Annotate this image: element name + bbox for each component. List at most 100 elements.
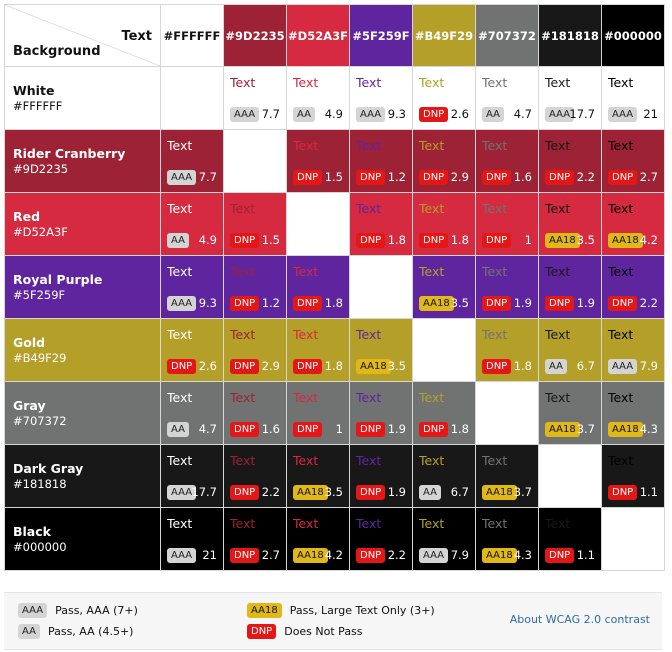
wcag-badge: DNP — [230, 233, 260, 248]
empty-cell — [161, 67, 224, 130]
sample-text: Text — [419, 75, 445, 90]
legend-aa-label: Pass, AA (4.5+) — [47, 625, 134, 638]
contrast-ratio: 2.2 — [261, 485, 280, 499]
text-axis-label: Text — [121, 29, 152, 44]
sample-text: Text — [230, 264, 256, 279]
contrast-cell: Text DNP 1.9 — [350, 445, 413, 508]
legend-aa: AA Pass, AA (4.5+) — [18, 624, 133, 639]
contrast-ratio: 4.3 — [639, 422, 658, 436]
row-color-hex: #FFFFFF — [13, 99, 63, 113]
sample-text: Text — [293, 390, 319, 405]
about-wcag-link[interactable]: About WCAG 2.0 contrast — [509, 613, 650, 626]
column-header: #D52A3F — [287, 5, 350, 67]
contrast-ratio: 4.7 — [513, 107, 532, 121]
row-color-hex: #5F259F — [13, 288, 66, 302]
sample-text: Text — [356, 453, 382, 468]
contrast-cell: Text DNP 2.2 — [350, 508, 413, 571]
sample-text: Text — [419, 138, 445, 153]
column-header: #000000 — [602, 5, 665, 67]
row-color-hex: #000000 — [13, 540, 67, 554]
wcag-badge: DNP — [293, 170, 323, 185]
wcag-badge: AA18 — [608, 422, 643, 437]
contrast-ratio: 1.1 — [576, 548, 595, 562]
contrast-ratio: 2.6 — [450, 107, 469, 121]
contrast-cell: Text DNP 1.8 — [413, 193, 476, 256]
wcag-badge: DNP — [356, 170, 386, 185]
sample-text: Text — [167, 516, 193, 531]
wcag-badge: AAA — [356, 107, 386, 122]
contrast-ratio: 1.8 — [387, 233, 406, 247]
contrast-ratio: 1.5 — [261, 233, 280, 247]
contrast-cell: Text AA18 4.3 — [476, 508, 539, 571]
row-header: Rider Cranberry #9D2235 — [5, 130, 161, 193]
wcag-badge: AA18 — [608, 233, 643, 248]
sample-text: Text — [293, 138, 319, 153]
wcag-badge: AAA — [167, 548, 197, 563]
sample-text: Text — [230, 516, 256, 531]
sample-text: Text — [545, 138, 571, 153]
contrast-ratio: 1.8 — [324, 296, 343, 310]
row-color-hex: #9D2235 — [13, 162, 69, 176]
sample-text: Text — [608, 264, 634, 279]
row-color-hex: #B49F29 — [13, 351, 67, 365]
row-header: White #FFFFFF — [5, 67, 161, 130]
sample-text: Text — [167, 327, 193, 342]
contrast-cell: Text AAA 7.7 — [224, 67, 287, 130]
wcag-badge: AAA — [545, 107, 575, 122]
contrast-cell: Text AA 4.7 — [476, 67, 539, 130]
row-color-name: Rider Cranberry — [13, 146, 126, 161]
contrast-ratio: 1.8 — [513, 359, 532, 373]
contrast-ratio: 3.7 — [513, 485, 532, 499]
column-header: #707372 — [476, 5, 539, 67]
legend-aaa-label: Pass, AAA (7+) — [55, 604, 138, 617]
contrast-cell: Text DNP 1 — [287, 382, 350, 445]
contrast-ratio: 6.7 — [576, 359, 595, 373]
contrast-cell: Text DNP 1.8 — [287, 256, 350, 319]
contrast-cell: Text DNP 1.2 — [350, 130, 413, 193]
row-color-name: Gray — [13, 398, 46, 413]
empty-cell — [350, 256, 413, 319]
row-header: Red #D52A3F — [5, 193, 161, 256]
legend-dnp: DNP Does Not Pass — [247, 624, 363, 639]
row-color-hex: #181818 — [13, 477, 67, 491]
sample-text: Text — [608, 327, 634, 342]
contrast-ratio: 6.7 — [450, 485, 469, 499]
sample-text: Text — [293, 516, 319, 531]
contrast-cell: Text AAA 7.9 — [413, 508, 476, 571]
contrast-ratio: 1.2 — [387, 170, 406, 184]
legend-aa18-badge: AA18 — [247, 603, 282, 618]
wcag-badge: AA18 — [419, 296, 454, 311]
contrast-cell: Text AA18 4.3 — [602, 382, 665, 445]
wcag-badge: DNP — [230, 422, 260, 437]
row-header: Black #000000 — [5, 508, 161, 571]
contrast-cell: Text DNP 2.2 — [539, 130, 602, 193]
contrast-ratio: 1.8 — [450, 233, 469, 247]
sample-text: Text — [230, 75, 256, 90]
contrast-ratio: 3.5 — [387, 359, 406, 373]
wcag-badge: DNP — [482, 170, 512, 185]
sample-text: Text — [545, 264, 571, 279]
contrast-ratio: 4.2 — [639, 233, 658, 247]
wcag-badge: DNP — [293, 296, 323, 311]
contrast-ratio: 4.3 — [513, 548, 532, 562]
contrast-ratio: 1.6 — [261, 422, 280, 436]
contrast-ratio: 7.9 — [639, 359, 658, 373]
contrast-ratio: 2.7 — [261, 548, 280, 562]
contrast-cell: Text AA18 3.7 — [539, 382, 602, 445]
column-header: #9D2235 — [224, 5, 287, 67]
contrast-grid: Text Background #FFFFFF #9D2235 #D52A3F #5F… — [4, 4, 665, 571]
wcag-badge: AAA — [608, 107, 638, 122]
contrast-ratio: 1 — [524, 233, 532, 247]
wcag-badge: DNP — [482, 233, 512, 248]
sample-text: Text — [545, 390, 571, 405]
wcag-badge: DNP — [167, 359, 197, 374]
sample-text: Text — [608, 201, 634, 216]
sample-text: Text — [167, 453, 193, 468]
empty-cell — [602, 508, 665, 571]
wcag-badge: AA18 — [356, 359, 391, 374]
contrast-cell: Text DNP 1.1 — [602, 445, 665, 508]
contrast-cell: Text DNP 1.8 — [350, 193, 413, 256]
contrast-ratio: 1.9 — [576, 296, 595, 310]
wcag-badge: DNP — [545, 170, 575, 185]
wcag-badge: AA18 — [293, 485, 328, 500]
